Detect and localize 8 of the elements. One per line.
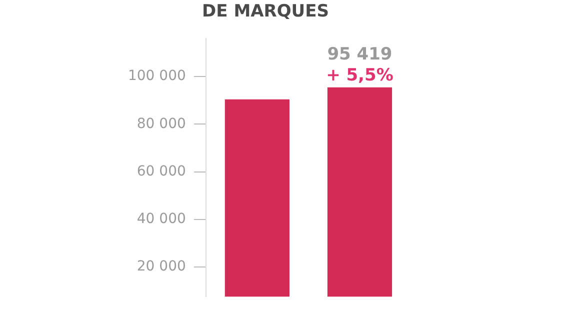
annotation: + 5,5% <box>326 65 394 86</box>
y-tick-label: 80 000 <box>136 116 186 132</box>
data-label: 95 419 <box>327 44 392 64</box>
y-tick-label: 100 000 <box>128 68 186 84</box>
y-tick-label: 20 000 <box>136 258 186 275</box>
y-tick-label: 60 000 <box>136 163 186 180</box>
y-tick-label: 40 000 <box>136 211 186 228</box>
chart-title: DE MARQUES <box>202 2 329 22</box>
